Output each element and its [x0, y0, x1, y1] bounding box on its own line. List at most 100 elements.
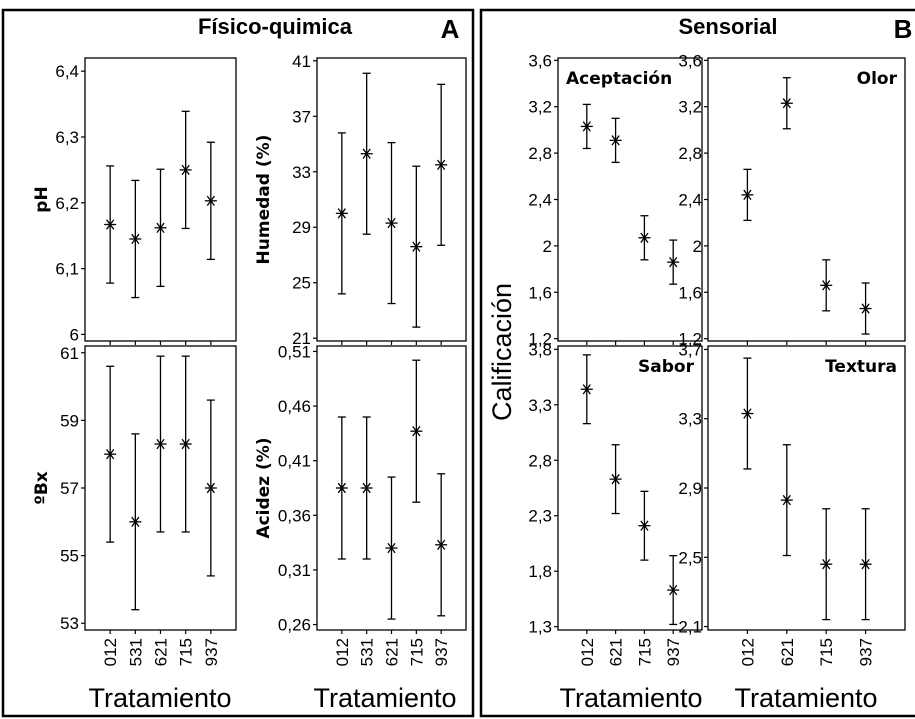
aceptacion-chart: 1,2 1,6 2 2,4 2,8 3,2 3,6 Aceptación — [528, 51, 703, 349]
brix-point-marker — [154, 438, 167, 450]
panel-frames — [1, 8, 915, 718]
aceptacion-y-tick-label: 1,6 — [528, 283, 552, 302]
humedad-point-marker — [385, 217, 398, 229]
textura-x-tick-label: 012 — [738, 638, 757, 666]
ph-y-tick-label: 6,3 — [55, 128, 79, 147]
brix-point-marker — [179, 438, 192, 450]
sabor-point-marker — [609, 473, 622, 485]
aceptacion-y-tick-label: 3,2 — [528, 98, 552, 117]
humedad-y-axis-label: Humedad (%) — [254, 135, 274, 265]
olor-plot-frame — [707, 57, 906, 342]
acidez-x-tick-label: 012 — [333, 638, 352, 666]
humedad-y-tick-label: 25 — [292, 274, 311, 293]
charts: 6 6,1 6,2 6,3 6,4 pH 21 25 29 33 37 41 Humedad (%) 53… — [32, 51, 906, 713]
ph-y-axis-label: pH — [32, 186, 52, 212]
olor-point-marker — [780, 98, 793, 109]
olor-point-marker — [741, 189, 754, 201]
olor-point-marker — [859, 303, 872, 314]
sabor-x-tick-label: 621 — [607, 638, 626, 666]
humedad-chart: 21 25 29 33 37 41 Humedad (%) — [254, 52, 467, 348]
ph-point-marker — [104, 219, 117, 230]
humedad-point-marker — [360, 148, 373, 159]
humedad-y-tick-label: 41 — [292, 52, 311, 71]
textura-chart-title: Textura — [825, 357, 897, 377]
ph-y-tick-label: 6,4 — [55, 62, 79, 81]
olor-y-tick-label: 1,6 — [678, 283, 702, 302]
brix-y-tick-label: 61 — [60, 344, 79, 363]
acidez-x-tick-label: 715 — [407, 638, 426, 666]
acidez-y-tick-label: 0,31 — [278, 561, 311, 580]
textura-x-axis-label: Tratamiento — [734, 683, 877, 713]
brix-x-tick-label: 012 — [101, 638, 120, 666]
olor-point-marker — [820, 280, 833, 291]
textura-chart: 2,1 2,5 2,9 3,3 3,7 012 621 715 937 Textura Tratam… — [678, 340, 906, 713]
ph-point-marker — [154, 222, 167, 233]
brix-point-marker — [204, 482, 217, 494]
ph-y-tick-label: 6,2 — [55, 194, 79, 213]
olor-y-tick-label: 2 — [693, 237, 702, 256]
acidez-point-marker — [435, 539, 448, 550]
sabor-x-tick-label: 012 — [578, 638, 597, 666]
humedad-y-tick-label: 21 — [292, 329, 311, 348]
ph-point-marker — [204, 195, 217, 207]
aceptacion-y-tick-label: 1,2 — [528, 330, 552, 349]
sabor-point-marker — [667, 584, 680, 596]
brix-point-marker — [129, 516, 142, 527]
textura-x-tick-label: 715 — [817, 638, 836, 666]
panel-a-letter: A — [441, 14, 460, 44]
aceptacion-point-marker — [638, 232, 651, 243]
acidez-chart: 0,26 0,31 0,36 0,41 0,46 0,51 012 531 621 715 937 A… — [254, 342, 467, 713]
ph-point-marker — [179, 164, 192, 176]
sabor-chart-title: Sabor — [638, 357, 695, 377]
shared-y-axis-label: Calificación — [487, 283, 517, 421]
textura-y-tick-label: 3,7 — [678, 340, 702, 359]
olor-y-tick-label: 3,6 — [678, 51, 702, 70]
acidez-y-axis-label: Acidez (%) — [254, 437, 274, 538]
sabor-y-tick-label: 1,8 — [528, 562, 552, 581]
textura-y-tick-label: 2,5 — [678, 548, 702, 567]
aceptacion-chart-title: Aceptación — [566, 69, 672, 89]
sabor-y-tick-label: 2,8 — [528, 451, 552, 470]
textura-y-tick-label: 2,1 — [678, 618, 702, 637]
brix-y-axis-label: ºBx — [32, 471, 52, 505]
ph-y-tick-label: 6,1 — [55, 260, 79, 279]
aceptacion-point-marker — [580, 121, 593, 132]
sabor-x-tick-label: 937 — [664, 638, 683, 666]
acidez-x-tick-label: 531 — [358, 638, 377, 666]
textura-point-marker — [780, 494, 793, 506]
humedad-y-tick-label: 37 — [292, 107, 311, 126]
sabor-chart: 1,3 1,8 2,3 2,8 3,3 3,8 012 621 715 937 Sabor Trata… — [528, 340, 703, 713]
aceptacion-y-tick-label: 2,8 — [528, 144, 552, 163]
olor-y-tick-label: 2,8 — [678, 144, 702, 163]
panel-b-title: Sensorial — [678, 14, 777, 39]
acidez-point-marker — [385, 542, 398, 554]
olor-y-tick-label: 2,4 — [678, 191, 702, 210]
humedad-y-tick-label: 29 — [292, 218, 311, 237]
humedad-point-marker — [410, 241, 423, 252]
acidez-y-tick-label: 0,36 — [278, 506, 311, 525]
acidez-y-tick-label: 0,41 — [278, 452, 311, 471]
panel-a-frame — [1, 8, 475, 718]
textura-point-marker — [741, 408, 754, 419]
textura-y-tick-label: 3,3 — [678, 410, 702, 429]
brix-x-tick-label: 715 — [177, 638, 196, 666]
ph-y-tick-label: 6 — [70, 325, 79, 344]
brix-y-tick-label: 55 — [60, 547, 79, 566]
textura-x-tick-label: 937 — [857, 638, 876, 666]
ph-point-marker — [129, 233, 142, 245]
panel-a-title: Físico-quimica — [198, 14, 353, 39]
acidez-point-marker — [360, 482, 373, 494]
aceptacion-y-tick-label: 2 — [543, 237, 552, 256]
olor-chart-title: Olor — [857, 69, 898, 89]
acidez-x-axis-label: Tratamiento — [313, 683, 456, 713]
aceptacion-point-marker — [609, 135, 622, 146]
sabor-point-marker — [580, 384, 593, 395]
sabor-x-axis-label: Tratamiento — [559, 683, 702, 713]
aceptacion-y-tick-label: 3,6 — [528, 51, 552, 70]
acidez-point-marker — [335, 482, 348, 494]
brix-x-tick-label: 531 — [126, 638, 145, 666]
sabor-x-tick-label: 715 — [635, 638, 654, 666]
sabor-plot-frame — [557, 345, 703, 631]
acidez-y-tick-label: 0,46 — [278, 397, 311, 416]
